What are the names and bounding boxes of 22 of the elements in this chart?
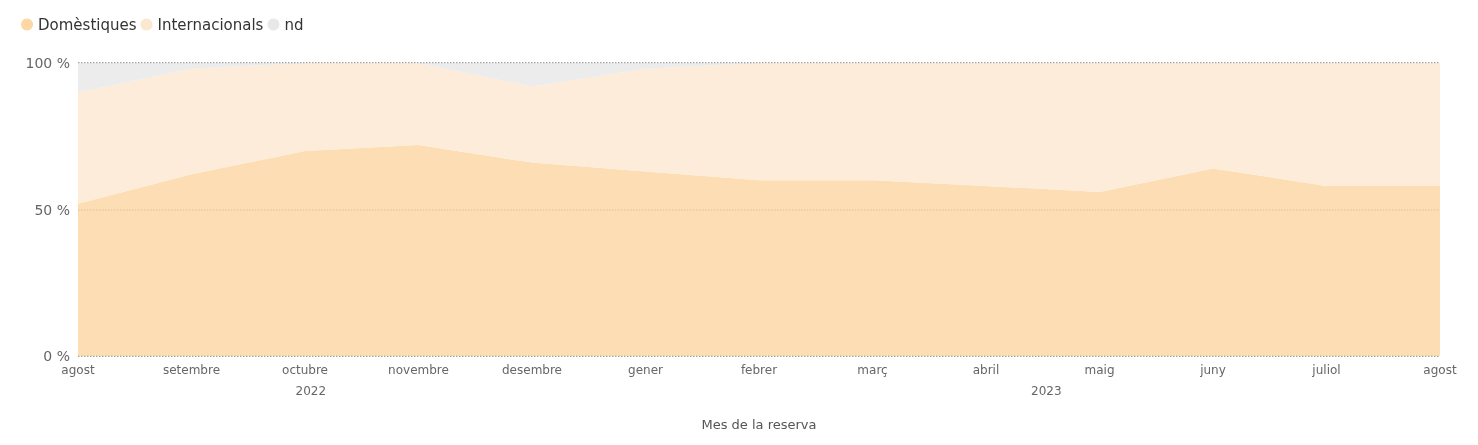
y-tick-label: 100 %	[25, 55, 70, 71]
legend-label: Internacionals	[157, 15, 264, 34]
x-tick-label: juny	[1199, 363, 1226, 377]
y-tick-label: 50 %	[34, 201, 70, 218]
legend-label: Domèstiques	[38, 15, 137, 34]
x-tick-label: maig	[1084, 363, 1115, 377]
x-tick-label: febrer	[740, 363, 778, 377]
y-tick-label: 0 %	[43, 348, 70, 364]
x-tick-label: desembre	[502, 363, 562, 377]
x-axis-title: Mes de la reserva	[701, 417, 817, 432]
x-tick-label: març	[857, 363, 888, 377]
x-tick-label: agost	[61, 363, 95, 377]
x-tick-label: abril	[972, 363, 1000, 377]
text: 2023	[1031, 384, 1062, 398]
x-tick-label: novembre	[388, 363, 449, 377]
x-tick-label: juliol	[1311, 363, 1341, 377]
x-tick-label: gener	[628, 363, 664, 377]
text: 2022	[295, 384, 327, 398]
legend-label: nd	[284, 15, 304, 34]
x-tick-label: octubre	[282, 363, 328, 377]
x-tick-label: setembre	[162, 363, 221, 377]
x-tick-label: agost	[1423, 363, 1457, 377]
